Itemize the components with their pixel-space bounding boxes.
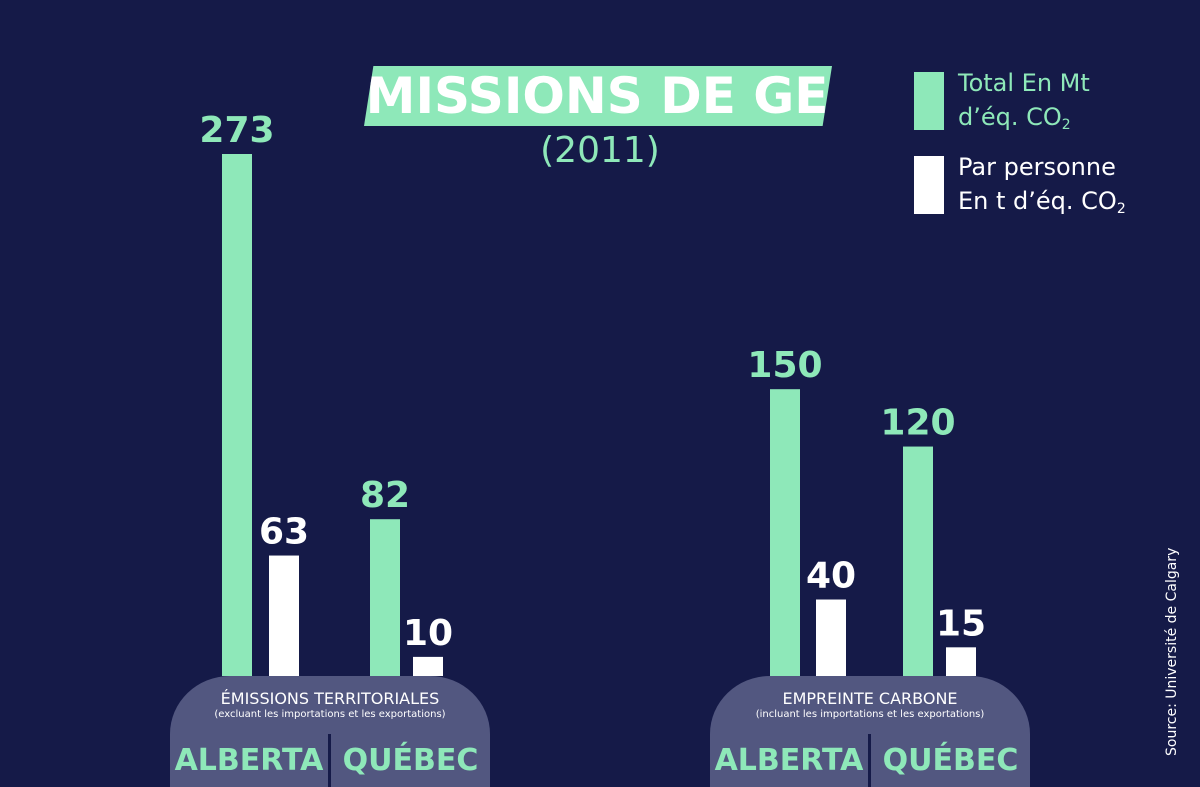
- legend-swatch-total: [914, 72, 944, 130]
- legend-total-subscript: 2: [1061, 117, 1071, 133]
- bar-total-quebec-footprint: [903, 446, 933, 676]
- legend-per-person-unit: En t d’éq. CO: [958, 187, 1117, 215]
- legend-per-person-line2: En t d’éq. CO2: [958, 184, 1126, 226]
- bar-per-person-quebec-territorial: [413, 656, 443, 676]
- legend-per-person-subscript: 2: [1116, 201, 1126, 217]
- legend-total-unit: d’éq. CO: [958, 103, 1062, 131]
- value-label-total-alberta-territorial: 273: [199, 110, 274, 151]
- value-label-total-quebec-territorial: 82: [360, 475, 410, 516]
- category-quebec-footprint: QUÉBEC: [882, 743, 1019, 778]
- group-subtitle-territorial: (excluant les importations et les export…: [214, 709, 446, 720]
- group-subtitle-footprint: (incluant les importations et les export…: [755, 709, 985, 720]
- value-label-total-alberta-footprint: 150: [747, 345, 822, 386]
- value-label-per-person-quebec-footprint: 15: [936, 603, 986, 644]
- bar-total-quebec-territorial: [370, 519, 400, 676]
- legend-total-line2: d’éq. CO2: [958, 100, 1090, 142]
- bar-per-person-alberta-territorial: [269, 555, 299, 676]
- legend-swatch-per-person: [914, 156, 944, 214]
- category-divider-territorial: [328, 734, 331, 787]
- category-alberta-footprint: ALBERTA: [714, 743, 864, 778]
- source-credit: Source: Université de Calgary: [1164, 547, 1180, 756]
- legend-label-total: Total En Mt d’éq. CO2: [958, 66, 1090, 142]
- bar-per-person-quebec-footprint: [946, 647, 976, 676]
- value-label-total-quebec-footprint: 120: [880, 403, 955, 444]
- legend-total-line1: Total En Mt: [958, 69, 1090, 97]
- group-title-footprint: EMPREINTE CARBONE: [782, 689, 958, 708]
- category-alberta-territorial: ALBERTA: [174, 743, 324, 778]
- category-divider-footprint: [868, 734, 871, 787]
- bar-per-person-alberta-footprint: [816, 599, 846, 676]
- bar-total-alberta-footprint: [770, 389, 800, 676]
- value-label-per-person-alberta-territorial: 63: [259, 512, 309, 553]
- legend-label-per-person: Par personne En t d’éq. CO2: [958, 150, 1126, 226]
- chart-subtitle: (2011): [540, 130, 660, 171]
- legend-per-person-line1: Par personne: [958, 153, 1116, 181]
- value-label-per-person-quebec-territorial: 10: [403, 613, 453, 654]
- bar-total-alberta-territorial: [222, 154, 252, 676]
- group-panel-footprint: EMPREINTE CARBONE (incluant les importat…: [710, 676, 1030, 734]
- category-quebec-territorial: QUÉBEC: [342, 743, 479, 778]
- group-panel-territorial: ÉMISSIONS TERRITORIALES (excluant les im…: [170, 676, 490, 734]
- value-label-per-person-alberta-footprint: 40: [806, 556, 856, 597]
- group-title-territorial: ÉMISSIONS TERRITORIALES: [220, 689, 440, 708]
- title-banner: ÉMISSIONS DE GES: [364, 66, 832, 126]
- chart-title: ÉMISSIONS DE GES: [331, 67, 865, 125]
